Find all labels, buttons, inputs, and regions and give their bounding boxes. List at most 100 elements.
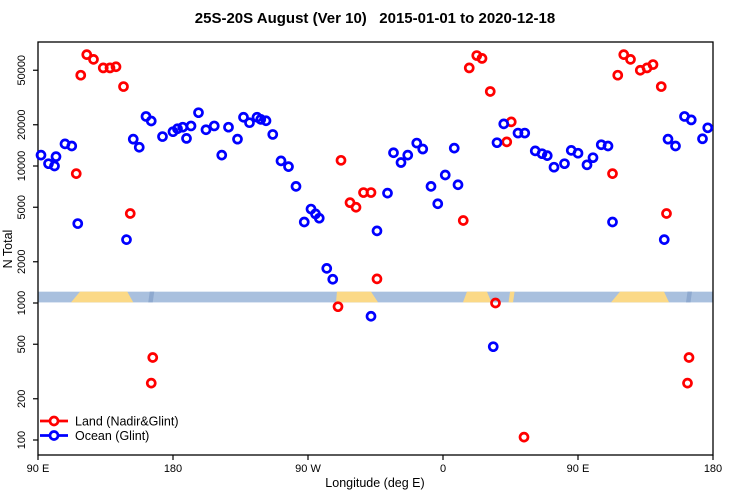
- data-point-ocean: [425, 181, 437, 192]
- data-point-ocean: [402, 149, 414, 161]
- data-point-ocean: [697, 133, 708, 145]
- x-tick-label: 90 E: [567, 463, 590, 475]
- data-point-ocean: [66, 140, 78, 152]
- legend-label: Land (Nadir&Glint): [75, 415, 179, 429]
- chart-title: 25S-20S August (Ver 10) 2015-01-01 to 20…: [194, 10, 556, 27]
- data-point-ocean: [498, 118, 510, 130]
- data-point-ocean: [491, 137, 503, 149]
- data-point-ocean: [658, 234, 670, 246]
- data-point-ocean: [541, 150, 553, 162]
- x-tick-label: 180: [164, 463, 182, 475]
- data-point-ocean: [670, 140, 681, 152]
- data-point-land: [70, 168, 82, 179]
- data-point-ocean: [216, 149, 228, 161]
- data-point-ocean: [283, 161, 294, 172]
- data-point-ocean: [432, 198, 444, 210]
- data-point-ocean: [395, 157, 407, 168]
- data-point-ocean: [181, 133, 192, 144]
- y-tick-label: 100: [16, 431, 28, 449]
- x-tick-label: 90 E: [27, 463, 50, 475]
- data-point-land: [612, 69, 624, 81]
- x-tick-label: 90 W: [295, 463, 321, 475]
- data-point-land: [145, 377, 157, 389]
- data-point-land: [655, 81, 667, 92]
- data-point-ocean: [185, 120, 197, 132]
- data-point-land: [484, 86, 496, 97]
- y-tick-label: 50000: [16, 55, 28, 86]
- data-point-ocean: [145, 115, 157, 127]
- data-point-land: [647, 59, 659, 70]
- data-point-land: [463, 62, 475, 74]
- data-point-ocean: [193, 107, 204, 119]
- data-point-ocean: [388, 147, 399, 159]
- data-point-ocean: [685, 114, 697, 126]
- data-point-ocean: [121, 234, 132, 246]
- data-point-ocean: [260, 115, 272, 127]
- data-point-ocean: [127, 133, 139, 145]
- y-tick-label: 5000: [16, 195, 28, 219]
- data-point-land: [118, 81, 129, 92]
- data-point-land: [124, 208, 136, 219]
- y-tick-label: 500: [16, 335, 28, 353]
- data-point-land: [661, 208, 672, 219]
- y-tick-label: 20000: [16, 109, 28, 140]
- data-point-ocean: [157, 131, 168, 142]
- data-point-ocean: [223, 121, 234, 133]
- data-point-ocean: [662, 133, 674, 145]
- data-point-ocean: [411, 137, 423, 149]
- data-point-land: [501, 136, 513, 148]
- data-point-ocean: [298, 216, 310, 228]
- map-strip-ocean: [38, 291, 713, 303]
- data-point-land: [332, 301, 344, 313]
- data-point-land: [607, 168, 618, 179]
- data-point-ocean: [702, 122, 714, 134]
- data-point-ocean: [607, 216, 618, 228]
- x-tick-label: 180: [704, 463, 722, 475]
- x-axis-title: Longitude (deg E): [325, 476, 425, 490]
- y-tick-label: 1000: [16, 291, 28, 315]
- data-point-ocean: [133, 141, 145, 153]
- y-tick-label: 2000: [16, 250, 28, 274]
- data-point-land: [682, 377, 693, 389]
- data-point-land: [88, 54, 99, 65]
- data-point-land: [457, 215, 469, 226]
- y-tick-label: 10000: [16, 151, 28, 182]
- data-point-land: [147, 352, 159, 363]
- data-point-ocean: [365, 310, 377, 322]
- data-point-ocean: [572, 147, 584, 159]
- data-point-ocean: [232, 133, 243, 145]
- data-point-ocean: [50, 151, 62, 163]
- data-point-ocean: [559, 158, 570, 170]
- data-point-ocean: [172, 123, 183, 135]
- data-point-land: [335, 154, 347, 166]
- data-point-land: [625, 54, 636, 65]
- data-point-ocean: [35, 149, 47, 161]
- data-point-land: [104, 62, 116, 74]
- data-point-land: [618, 49, 630, 60]
- data-point-land: [365, 187, 377, 198]
- map-strip-south-america: [336, 291, 379, 303]
- data-point-land: [350, 201, 362, 213]
- map-strip-africa: [462, 291, 492, 303]
- data-point-ocean: [177, 121, 189, 133]
- data-point-ocean: [487, 341, 499, 353]
- data-point-ocean: [200, 124, 212, 136]
- data-point-ocean: [417, 143, 429, 155]
- data-point-ocean: [536, 148, 548, 160]
- map-strip-madagascar: [508, 291, 515, 303]
- data-point-ocean: [238, 111, 249, 123]
- data-point-ocean: [519, 127, 531, 139]
- data-point-land: [518, 431, 530, 443]
- data-point-ocean: [290, 181, 302, 192]
- data-point-ocean: [439, 169, 451, 181]
- data-point-ocean: [382, 187, 393, 199]
- data-point-land: [75, 69, 87, 81]
- data-point-ocean: [581, 159, 593, 171]
- data-point-land: [371, 273, 383, 285]
- y-tick-label: 200: [16, 390, 28, 408]
- data-point-ocean: [321, 263, 333, 274]
- data-point-ocean: [327, 273, 339, 285]
- data-point-ocean: [267, 129, 279, 140]
- map-strip-new-caledonia: [148, 291, 155, 303]
